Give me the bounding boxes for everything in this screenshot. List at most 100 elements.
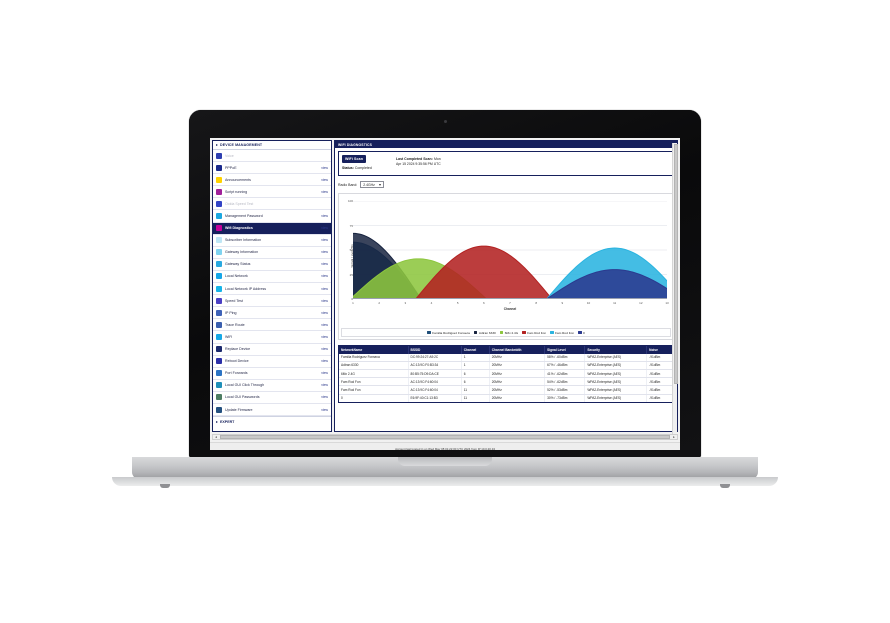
- sidebar-item-view-link[interactable]: view: [321, 165, 328, 170]
- table-column-header[interactable]: Security: [584, 346, 648, 354]
- sidebar-item-gateway-information[interactable]: Gateway Information view: [213, 246, 331, 259]
- table-cell: DC:99:24:27:A9:2C: [408, 353, 462, 362]
- table-column-header[interactable]: Channel: [461, 346, 490, 354]
- sidebar-item-view-link[interactable]: view: [321, 250, 328, 255]
- sidebar-item-label: Port Forwards: [225, 371, 248, 376]
- sidebar-item-view-link[interactable]: view: [321, 286, 328, 291]
- sidebar-item-view-link[interactable]: view: [321, 177, 328, 182]
- sidebar-item-script-running[interactable]: Script running view: [213, 186, 331, 199]
- sidebar-item-label: Local Network IP Address: [225, 286, 267, 291]
- sidebar-item-local-gui-passwords[interactable]: Local GUI Passwords view: [213, 391, 331, 404]
- sidebar-item-port-forwards[interactable]: Port Forwards view: [213, 367, 331, 380]
- device-manager-app: DEVICE MANAGEMENT VoiceviewPPPoEviewAnno…: [210, 138, 680, 450]
- table-cell: WPA2-Enterprise (AES): [584, 353, 648, 362]
- last-scan-value: Mon: [433, 157, 441, 161]
- vertical-scrollbar[interactable]: [672, 143, 678, 435]
- sidebar-item-replace-device[interactable]: Replace Device view: [213, 343, 331, 356]
- table-body: Familia Rodriguez Fonseca DC:99:24:27:A9:…: [339, 353, 673, 402]
- sidebar-item-trace-route[interactable]: Trace Route view: [213, 319, 331, 332]
- table-row[interactable]: Fam Rod Fon AC:13:9C:F4:60:04 6 20MHz 54% / …: [339, 377, 673, 387]
- sidebar-item-wifi-diagnostics[interactable]: Wifi Diagnostics view: [213, 222, 331, 235]
- table-row[interactable]: 0 E6:9F:40:C1:13:B3 11 20MHz 30% / -73dBm WPA…: [339, 394, 673, 402]
- sidebar-item-ip-ping[interactable]: IP Ping view: [213, 307, 331, 320]
- legend-label: Adtran 6330: [478, 330, 496, 335]
- table-column-header[interactable]: Signal Level: [544, 346, 586, 354]
- sidebar-item-local-gui-click-through[interactable]: Local GUI Click Through view: [213, 379, 331, 392]
- sidebar-item-view-link[interactable]: view: [321, 407, 328, 412]
- scrollbar-thumb[interactable]: [220, 435, 670, 439]
- sidebar-item-label: Gateway Status: [225, 262, 251, 267]
- sidebar-item-view-link[interactable]: view: [321, 383, 328, 388]
- sidebar-item-view-link[interactable]: view: [321, 238, 328, 243]
- table-cell: 1: [461, 361, 490, 370]
- table-cell: Fam Rod Fon: [339, 377, 409, 387]
- last-scan-info: Last Completed Scan: Mon Apr 15 2024 9:3…: [396, 155, 670, 171]
- sidebar-item-gateway-status[interactable]: Gateway Status view: [213, 258, 331, 271]
- table-cell: -91dBm: [646, 353, 673, 362]
- sidebar-item-view-link[interactable]: view: [321, 189, 328, 194]
- legend-item[interactable]: Adtran 6330: [473, 330, 496, 335]
- sidebar-item-view-link[interactable]: view: [321, 334, 328, 339]
- horizontal-scrollbar[interactable]: ◄ ►: [212, 434, 678, 440]
- sidebar-item-local-network-ip-address[interactable]: Local Network IP Address view: [213, 283, 331, 296]
- radio-band-value: 2.4GHz: [363, 182, 375, 187]
- scroll-left-arrow-icon[interactable]: ◄: [214, 435, 218, 439]
- legend-item[interactable]: Fam Rod Fon: [522, 331, 546, 335]
- sidebar-item-local-network[interactable]: Local Network view: [213, 270, 331, 284]
- table-column-header[interactable]: BSSID: [408, 346, 462, 354]
- table-cell: WPA2-Enterprise (AES): [584, 361, 648, 370]
- table-row[interactable]: 6Mx 2.4G 80:B5:75:D9:DA:CE 6 20MHz 41% / -62…: [339, 369, 673, 379]
- sidebar-item-view-link[interactable]: view: [321, 371, 328, 376]
- sidebar-item-color-icon: [216, 321, 222, 328]
- table-column-header[interactable]: Noise: [646, 346, 673, 354]
- sidebar-item-view-link[interactable]: view: [321, 395, 328, 400]
- table-row[interactable]: Familia Rodriguez Fonseca DC:99:24:27:A9:…: [339, 353, 673, 362]
- sidebar-item-wifi[interactable]: WiFi view: [213, 331, 331, 344]
- sidebar-item-voice[interactable]: Voiceview: [213, 150, 331, 163]
- legend-item[interactable]: 6Mx 2.4G: [499, 331, 518, 335]
- sidebar-item-speed-test[interactable]: Speed Test view: [213, 295, 331, 308]
- sidebar-item-pppoe[interactable]: PPPoE view: [213, 162, 331, 175]
- sidebar-item-view-link[interactable]: view: [321, 310, 328, 315]
- sidebar-item-management-password[interactable]: Management Password view: [213, 210, 331, 223]
- sidebar-item-color-icon: [216, 382, 222, 389]
- sidebar-item-view-link[interactable]: view: [321, 359, 328, 364]
- table-column-header[interactable]: NetworkName: [339, 346, 409, 354]
- table-cell: 20MHz: [489, 385, 546, 395]
- scroll-right-arrow-icon[interactable]: ►: [672, 435, 676, 439]
- sidebar-item-announcements[interactable]: Announcements view: [213, 174, 331, 187]
- legend-color-icon: [473, 330, 478, 335]
- sidebar-item-view-link[interactable]: view: [321, 274, 328, 279]
- sidebar-item-label: Script running: [225, 189, 248, 194]
- table-cell: -91dBm: [646, 385, 673, 395]
- sidebar-header-label: DEVICE MANAGEMENT: [220, 143, 263, 147]
- table-row[interactable]: Fam Rod Fon AC:13:9C:F4:60:04 11 20MHz 52% /…: [339, 385, 673, 395]
- sidebar-item-reboot-device[interactable]: Reboot Device view: [213, 355, 331, 368]
- sidebar-item-view-link[interactable]: view: [321, 347, 328, 352]
- sidebar-item-color-icon: [216, 152, 222, 159]
- legend-item[interactable]: 0: [578, 331, 585, 335]
- sidebar-item-view-link[interactable]: view: [321, 262, 328, 267]
- sidebar-item-label: Replace Device: [225, 347, 251, 352]
- radio-band-select[interactable]: 2.4GHz: [360, 181, 384, 188]
- sidebar-item-label: Announcements: [225, 177, 251, 182]
- table-column-header[interactable]: Channel Bandwidth: [489, 346, 546, 354]
- legend-item[interactable]: Familia Rodriguez Fonseca: [427, 331, 470, 335]
- scrollbar-thumb[interactable]: [673, 144, 678, 384]
- legend-item[interactable]: Fam Rod Fon: [550, 331, 574, 335]
- legend-label: Familia Rodriguez Fonseca: [432, 330, 470, 335]
- sidebar-item-view-link[interactable]: view: [321, 298, 328, 303]
- table-cell: WPA2-Enterprise (AES): [584, 369, 648, 379]
- table-cell: -91dBm: [646, 377, 673, 387]
- table-row[interactable]: Adtran 6330 AC:13:9C:F0:B3:34 1 20MHz 67% / …: [339, 361, 673, 370]
- sidebar-item-view-link[interactable]: view: [321, 322, 328, 327]
- table-cell: AC:13:9C:F4:60:04: [408, 377, 462, 387]
- sidebar-item-subscriber-information[interactable]: Subscriber Information view: [213, 234, 331, 247]
- wifi-scan-button[interactable]: WiFi Scan: [342, 155, 367, 163]
- sidebar-item-update-firmware[interactable]: Update Firmware view: [213, 403, 331, 417]
- sidebar-expert-section[interactable]: EXPERT: [213, 416, 331, 427]
- sidebar-item-view-link[interactable]: view: [321, 226, 328, 231]
- sidebar-item-view-link[interactable]: view: [321, 214, 328, 219]
- sidebar-header[interactable]: DEVICE MANAGEMENT: [213, 141, 331, 150]
